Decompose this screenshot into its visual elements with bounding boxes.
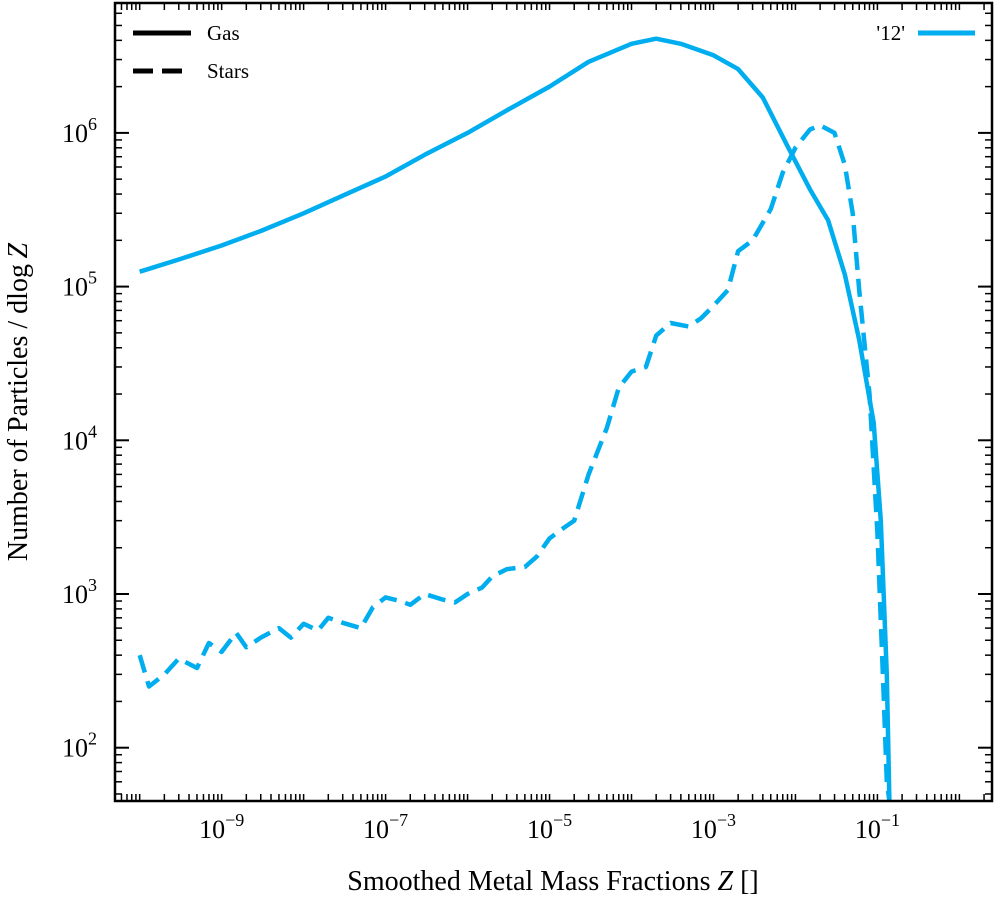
series-line-stars <box>137 123 892 801</box>
x-tick-exponent: −3 <box>717 810 736 830</box>
x-tick-base: 10 <box>363 815 389 844</box>
series-layer <box>137 36 892 801</box>
y-axis-label-var: Z <box>3 242 34 258</box>
y-tick-base: 10 <box>62 119 88 148</box>
y-tick-label: 105 <box>62 268 97 302</box>
x-axis-label: Smoothed Metal Mass Fractions Z [] <box>347 866 758 897</box>
y-tick-base: 10 <box>62 734 88 763</box>
x-tick-label: 10−9 <box>199 810 244 844</box>
y-tick-label: 103 <box>62 575 97 609</box>
x-tick-base: 10 <box>691 815 717 844</box>
series-legend: '12' <box>876 21 975 45</box>
y-tick-exponent: 6 <box>88 114 97 134</box>
y-tick-base: 10 <box>62 273 88 302</box>
legend-series-12-label: '12' <box>876 21 905 45</box>
y-axis-label-prefix: Number of Particles / dlog <box>3 258 34 561</box>
x-tick-label: 10−5 <box>527 810 572 844</box>
x-tick-exponent: −9 <box>225 810 244 830</box>
x-axis-label-var: Z <box>717 866 733 897</box>
y-tick-base: 10 <box>62 580 88 609</box>
y-tick-label: 102 <box>62 729 97 763</box>
y-tick-exponent: 2 <box>88 729 97 749</box>
y-tick-exponent: 3 <box>88 575 97 595</box>
x-tick-label: 10−7 <box>363 810 408 844</box>
x-tick-exponent: −1 <box>881 810 900 830</box>
series-line-gas <box>139 36 892 801</box>
y-tick-label: 106 <box>62 114 97 148</box>
x-tick-base: 10 <box>199 815 225 844</box>
plot-frame <box>113 1 994 803</box>
y-tick-label: 104 <box>62 421 97 455</box>
y-tick-exponent: 4 <box>88 421 97 441</box>
x-tick-label: 10−1 <box>855 810 900 844</box>
style-legend: Gas Stars <box>133 21 249 83</box>
y-axis-label: Number of Particles / dlog Z <box>3 242 34 561</box>
x-tick-base: 10 <box>855 815 881 844</box>
x-axis-label-suffix: [] <box>733 866 759 897</box>
x-axis-label-prefix: Smoothed Metal Mass Fractions <box>347 866 717 897</box>
legend-stars-label: Stars <box>207 59 249 83</box>
x-tick-exponent: −5 <box>553 810 572 830</box>
legend-gas-label: Gas <box>207 21 240 45</box>
x-tick-exponent: −7 <box>389 810 408 830</box>
x-tick-label: 10−3 <box>691 810 736 844</box>
y-tick-exponent: 5 <box>88 268 97 288</box>
x-tick-base: 10 <box>527 815 553 844</box>
y-tick-base: 10 <box>62 426 88 455</box>
